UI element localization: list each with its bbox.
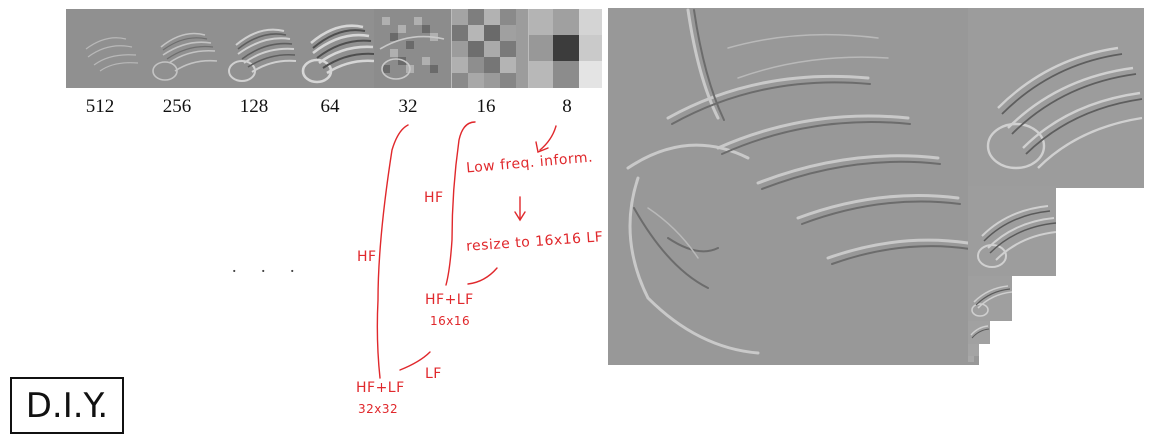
resize-note: resize to 16x16 LF — [465, 229, 604, 255]
pyramid-blank-area-4 — [979, 344, 990, 365]
zebra-scale-256-image — [143, 9, 220, 88]
pyramid-blank-area — [1056, 188, 1144, 365]
hflf-16-size: 16x16 — [430, 314, 471, 328]
diy-label-box: D.I.Y. — [10, 377, 124, 434]
line-32-to-hflf32 — [376, 124, 409, 379]
arrow-from-8 — [539, 125, 557, 151]
scale-label-64: 64 — [320, 96, 340, 117]
scale-label-8: 8 — [562, 96, 572, 117]
line-16-to-hflf — [445, 121, 476, 286]
hflf-32-size: 32x32 — [358, 402, 399, 416]
arrow-from-8-head — [535, 141, 549, 153]
laplacian-pyramid-panel — [608, 8, 1144, 365]
pyramid-level-2 — [968, 8, 1144, 188]
zebra-scale-512-image — [66, 9, 143, 88]
hflf-16-label: HF+LF — [425, 292, 474, 308]
down-arrow-head — [514, 211, 526, 222]
pyramid-level-5 — [968, 321, 990, 344]
scale-label-256: 256 — [162, 96, 192, 117]
pyramid-level-6 — [968, 344, 979, 356]
frequency-pyramid-strip — [66, 9, 602, 88]
pyramid-blank-area-2 — [1012, 276, 1056, 365]
pyramid-level-4 — [968, 276, 1013, 321]
scale-label-128: 128 — [239, 96, 269, 117]
lf-label: LF — [425, 366, 442, 382]
scale-label-32: 32 — [398, 96, 418, 117]
scale-label-16: 16 — [476, 96, 496, 117]
zebra-scale-32-image — [374, 9, 451, 88]
pyramid-blank-area-3 — [990, 321, 1012, 365]
hf-label-large: HF — [357, 249, 377, 265]
zebra-scale-16-image — [451, 9, 529, 88]
pyramid-level-7 — [968, 356, 974, 362]
line-lf-to-hflf — [467, 267, 498, 285]
zebra-scale-64-image — [297, 9, 375, 88]
ellipsis-dots: . . . — [232, 256, 305, 276]
scale-label-512: 512 — [85, 96, 115, 117]
hflf-32-label: HF+LF — [356, 380, 405, 396]
pyramid-level-3 — [968, 186, 1057, 276]
hf-label-small: HF — [424, 190, 444, 206]
zebra-scale-128-image — [220, 9, 297, 88]
low-frequency-note: Low freq. inform. — [465, 149, 594, 177]
zebra-scale-8-image — [528, 9, 602, 88]
